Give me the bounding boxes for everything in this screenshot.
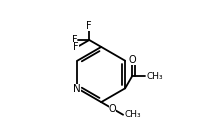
Text: O: O <box>129 55 136 66</box>
Text: O: O <box>109 104 116 114</box>
Text: CH₃: CH₃ <box>124 110 141 119</box>
Text: CH₃: CH₃ <box>147 72 163 81</box>
Text: F: F <box>73 42 79 52</box>
Text: N: N <box>73 84 81 94</box>
Text: F: F <box>72 35 77 45</box>
Text: F: F <box>87 21 92 30</box>
